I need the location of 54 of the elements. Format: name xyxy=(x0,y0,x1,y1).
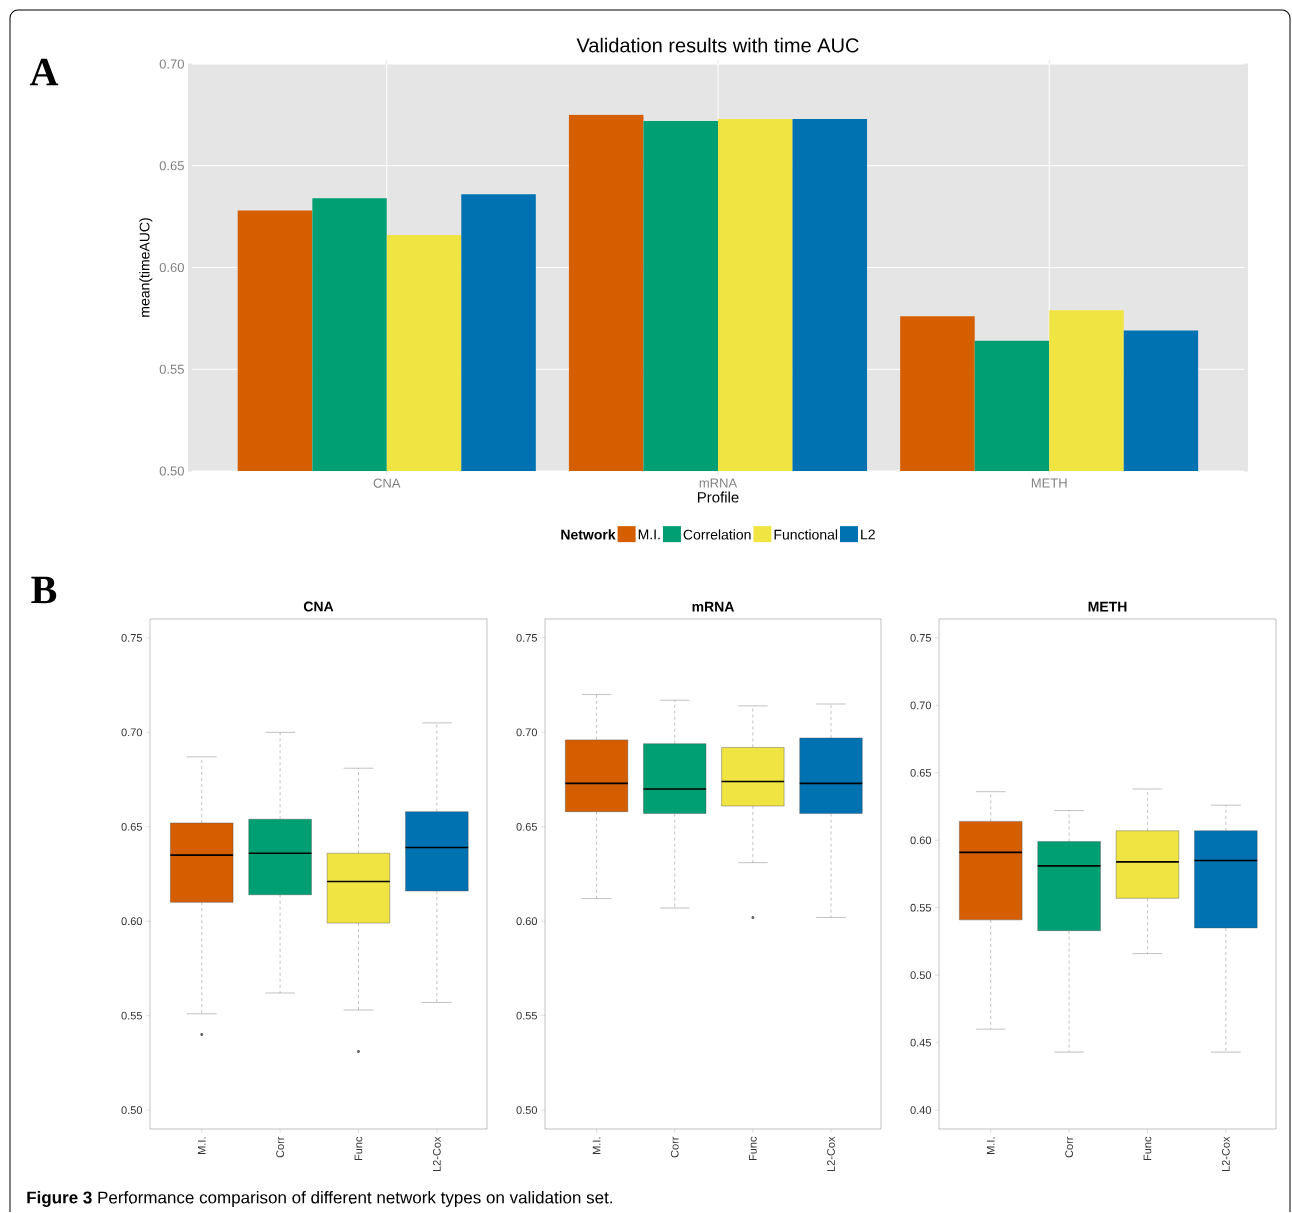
y-tick-label: 0.65 xyxy=(910,769,932,777)
y-tick-label: 0.70 xyxy=(159,59,184,69)
x-tick-label: M.I. xyxy=(197,1137,206,1155)
x-axis-title: Profile xyxy=(697,491,739,503)
text: B xyxy=(31,577,57,604)
y-tick-label: 0.75 xyxy=(516,634,537,643)
text: A xyxy=(29,59,59,86)
y-tick-label: 0.60 xyxy=(121,917,143,926)
legend-title: Network xyxy=(561,529,616,540)
x-tick-label: Corr xyxy=(1065,1136,1074,1158)
x-tick-label: L2-Cox xyxy=(1221,1136,1230,1172)
x-tick-label: L2-Cox xyxy=(432,1136,441,1172)
x-tick-label: M.I. xyxy=(986,1137,995,1155)
y-tick-label: 0.70 xyxy=(516,728,538,737)
y-tick-label: 0.50 xyxy=(516,1106,538,1115)
y-tick-label: 0.50 xyxy=(121,1106,143,1115)
y-tick-label: 0.50 xyxy=(910,971,932,980)
y-tick-label: 0.70 xyxy=(121,728,143,737)
x-tick-label: Func xyxy=(354,1137,363,1161)
x-tick-label: CNA xyxy=(373,478,401,488)
chart-title: METH xyxy=(1088,602,1127,612)
y-tick-label: 0.45 xyxy=(910,1039,932,1047)
x-tick-label: Corr xyxy=(276,1136,284,1158)
y-tick-label: 0.65 xyxy=(159,161,184,171)
chart-title: Validation results with time AUC xyxy=(576,38,859,53)
y-tick-label: 0.75 xyxy=(910,634,932,643)
x-tick-label: L2-Cox xyxy=(827,1136,835,1172)
y-tick-label: 0.40 xyxy=(910,1106,932,1115)
legend-label: M.I. xyxy=(638,529,660,540)
y-tick-label: 0.55 xyxy=(159,364,184,375)
x-tick-label: Func xyxy=(749,1137,757,1161)
y-tick-label: 0.75 xyxy=(121,634,142,643)
y-tick-label: 0.55 xyxy=(121,1012,142,1020)
y-tick-label: 0.55 xyxy=(910,904,932,912)
y-tick-label: 0.65 xyxy=(121,823,142,831)
y-axis-title: mean(timeAUC) xyxy=(139,218,153,317)
y-tick-label: 0.60 xyxy=(159,263,184,273)
y-tick-label: 0.55 xyxy=(516,1012,537,1020)
y-tick-label: 0.60 xyxy=(516,917,538,926)
legend-label: Correlation xyxy=(683,529,751,540)
x-tick-label: Corr xyxy=(670,1136,679,1158)
chart-title: CNA xyxy=(303,601,334,612)
text: Figure 3 Performance comparison of different network types on validation set. xyxy=(27,1191,612,1208)
x-tick-label: Func xyxy=(1143,1137,1152,1161)
y-tick-label: 0.65 xyxy=(516,823,537,831)
x-tick-label: METH xyxy=(1031,478,1067,488)
chart-title: mRNA xyxy=(692,602,735,612)
x-tick-label: M.I. xyxy=(592,1137,601,1155)
y-tick-label: 0.50 xyxy=(159,466,184,476)
legend-label: L2 xyxy=(861,529,875,540)
legend-label: Functional xyxy=(774,529,838,540)
y-tick-label: 0.60 xyxy=(910,836,932,845)
y-tick-label: 0.70 xyxy=(910,701,932,710)
x-tick-label: mRNA xyxy=(699,478,738,488)
